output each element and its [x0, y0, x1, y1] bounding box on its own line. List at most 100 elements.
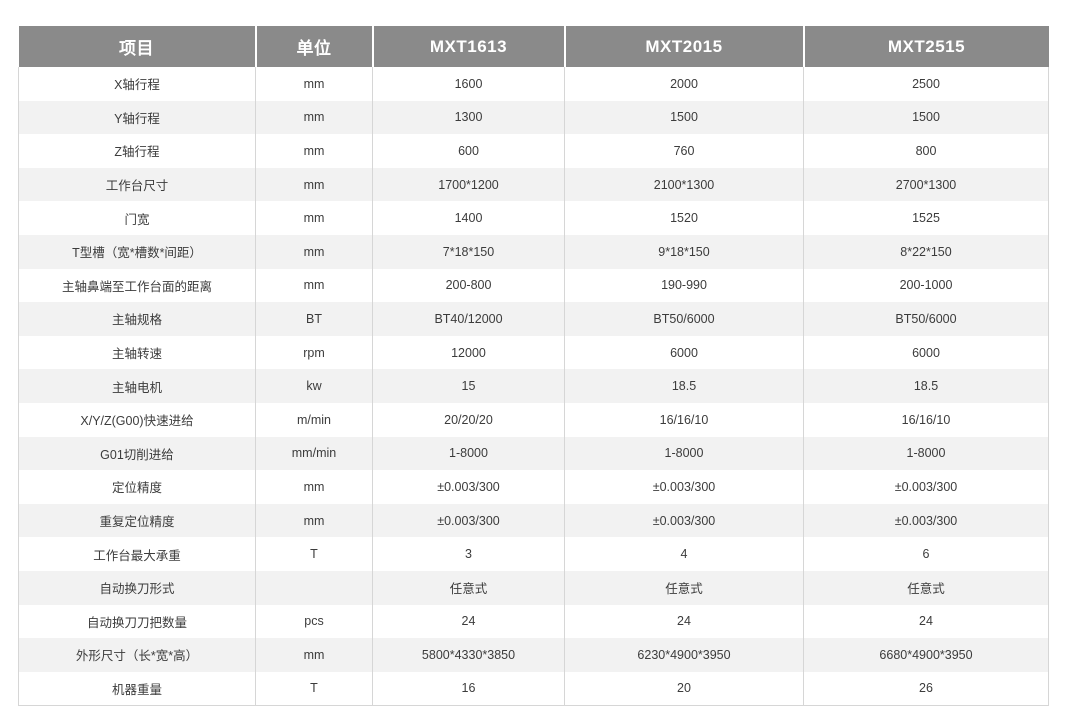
- table-header: 项目 单位 MXT1613 MXT2015 MXT2515: [18, 26, 1049, 67]
- machine-specification-table: 项目 单位 MXT1613 MXT2015 MXT2515 X轴行程 mm 1600…: [18, 26, 1049, 706]
- table-row: 主轴电机 kw 15 18.5 18.5: [18, 369, 1049, 403]
- table-row: 机器重量 T 16 20 26: [18, 671, 1049, 706]
- cell-mxt1613: 16: [372, 671, 565, 706]
- cell-mxt2515: 1-8000: [803, 436, 1049, 471]
- cell-mxt2515: 6680*4900*3950: [803, 638, 1049, 672]
- cell-item: 定位精度: [18, 470, 256, 504]
- cell-mxt2015: 6000: [564, 335, 804, 370]
- cell-unit: mm: [255, 167, 373, 202]
- cell-item: 门宽: [18, 201, 256, 235]
- cell-mxt1613: 24: [372, 604, 565, 639]
- cell-mxt2515: 8*22*150: [803, 234, 1049, 269]
- cell-mxt2515: 2500: [803, 67, 1049, 101]
- cell-mxt2015: 6230*4900*3950: [564, 638, 804, 672]
- cell-unit: rpm: [255, 335, 373, 370]
- cell-mxt2015: 1520: [564, 201, 804, 235]
- cell-mxt1613: ±0.003/300: [372, 503, 565, 538]
- cell-item: 自动换刀形式: [18, 570, 256, 605]
- cell-mxt2015: 20: [564, 671, 804, 706]
- cell-mxt1613: 20/20/20: [372, 402, 565, 437]
- cell-mxt1613: 1700*1200: [372, 167, 565, 202]
- cell-item: 机器重量: [18, 671, 256, 706]
- cell-mxt2015: 9*18*150: [564, 234, 804, 269]
- cell-mxt1613: 1-8000: [372, 436, 565, 471]
- cell-mxt1613: 7*18*150: [372, 234, 565, 269]
- table-row: 定位精度 mm ±0.003/300 ±0.003/300 ±0.003/300: [18, 470, 1049, 504]
- cell-mxt2515: 800: [803, 134, 1049, 168]
- table-row: Y轴行程 mm 1300 1500 1500: [18, 100, 1049, 135]
- cell-mxt2015: 任意式: [564, 570, 804, 605]
- cell-mxt2515: BT50/6000: [803, 302, 1049, 336]
- cell-unit: kw: [255, 369, 373, 403]
- cell-mxt2515: 任意式: [803, 570, 1049, 605]
- cell-unit: mm: [255, 268, 373, 303]
- cell-mxt1613: 15: [372, 369, 565, 403]
- cell-mxt1613: BT40/12000: [372, 302, 565, 336]
- cell-mxt2015: 1-8000: [564, 436, 804, 471]
- cell-item: 外形尺寸（长*宽*高）: [18, 638, 256, 672]
- cell-mxt2515: 200-1000: [803, 268, 1049, 303]
- table-body: X轴行程 mm 1600 2000 2500 Y轴行程 mm 1300 1500 1500 Z轴行程…: [18, 67, 1049, 706]
- table-row: 主轴转速 rpm 12000 6000 6000: [18, 335, 1049, 370]
- cell-mxt2515: 6: [803, 537, 1049, 571]
- cell-mxt2015: 24: [564, 604, 804, 639]
- cell-unit: [255, 570, 373, 605]
- cell-item: 主轴鼻端至工作台面的距离: [18, 268, 256, 303]
- cell-mxt2515: 1500: [803, 100, 1049, 135]
- cell-mxt1613: 3: [372, 537, 565, 571]
- cell-unit: BT: [255, 302, 373, 336]
- cell-mxt2515: ±0.003/300: [803, 470, 1049, 504]
- cell-mxt1613: 1300: [372, 100, 565, 135]
- table-row: 工作台最大承重 T 3 4 6: [18, 537, 1049, 571]
- cell-item: X/Y/Z(G00)快速进给: [18, 402, 256, 437]
- table-row: 主轴规格 BT BT40/12000 BT50/6000 BT50/6000: [18, 302, 1049, 336]
- cell-mxt2515: 16/16/10: [803, 402, 1049, 437]
- table-row: 门宽 mm 1400 1520 1525: [18, 201, 1049, 235]
- table-row: X/Y/Z(G00)快速进给 m/min 20/20/20 16/16/10 16/16…: [18, 402, 1049, 437]
- cell-unit: mm: [255, 503, 373, 538]
- cell-mxt2515: 24: [803, 604, 1049, 639]
- cell-unit: mm: [255, 234, 373, 269]
- table-row: 主轴鼻端至工作台面的距离 mm 200-800 190-990 200-1000: [18, 268, 1049, 303]
- cell-mxt1613: 1400: [372, 201, 565, 235]
- cell-mxt1613: 600: [372, 134, 565, 168]
- cell-unit: mm: [255, 638, 373, 672]
- table-row: Z轴行程 mm 600 760 800: [18, 134, 1049, 168]
- cell-unit: T: [255, 671, 373, 706]
- cell-item: 主轴电机: [18, 369, 256, 403]
- cell-item: 工作台最大承重: [18, 537, 256, 571]
- cell-mxt2515: 18.5: [803, 369, 1049, 403]
- cell-unit: mm: [255, 201, 373, 235]
- cell-mxt2515: 26: [803, 671, 1049, 706]
- table-row: 自动换刀刀把数量 pcs 24 24 24: [18, 604, 1049, 639]
- cell-item: 自动换刀刀把数量: [18, 604, 256, 639]
- cell-mxt1613: 任意式: [372, 570, 565, 605]
- cell-item: G01切削进给: [18, 436, 256, 471]
- cell-mxt2515: ±0.003/300: [803, 503, 1049, 538]
- cell-item: Y轴行程: [18, 100, 256, 135]
- cell-item: 主轴规格: [18, 302, 256, 336]
- cell-unit: mm/min: [255, 436, 373, 471]
- cell-mxt1613: 5800*4330*3850: [372, 638, 565, 672]
- cell-mxt2515: 2700*1300: [803, 167, 1049, 202]
- header-mxt1613: MXT1613: [371, 26, 566, 67]
- cell-mxt2015: 4: [564, 537, 804, 571]
- table-row: 外形尺寸（长*宽*高） mm 5800*4330*3850 6230*4900*395…: [18, 638, 1049, 672]
- specification-table-container: 项目 单位 MXT1613 MXT2015 MXT2515 X轴行程 mm 1600…: [18, 26, 1049, 706]
- cell-item: T型槽（宽*槽数*间距）: [18, 234, 256, 269]
- cell-mxt2015: 18.5: [564, 369, 804, 403]
- cell-mxt2015: BT50/6000: [564, 302, 804, 336]
- header-item: 项目: [18, 26, 257, 67]
- cell-mxt2015: ±0.003/300: [564, 503, 804, 538]
- cell-mxt1613: ±0.003/300: [372, 470, 565, 504]
- cell-mxt1613: 200-800: [372, 268, 565, 303]
- cell-mxt1613: 1600: [372, 67, 565, 101]
- table-row: 自动换刀形式 任意式 任意式 任意式: [18, 570, 1049, 605]
- cell-mxt2015: 2000: [564, 67, 804, 101]
- cell-unit: T: [255, 537, 373, 571]
- cell-unit: mm: [255, 470, 373, 504]
- table-row: T型槽（宽*槽数*间距） mm 7*18*150 9*18*150 8*22*150: [18, 234, 1049, 269]
- cell-mxt2015: 760: [564, 134, 804, 168]
- cell-unit: m/min: [255, 402, 373, 437]
- cell-mxt2515: 1525: [803, 201, 1049, 235]
